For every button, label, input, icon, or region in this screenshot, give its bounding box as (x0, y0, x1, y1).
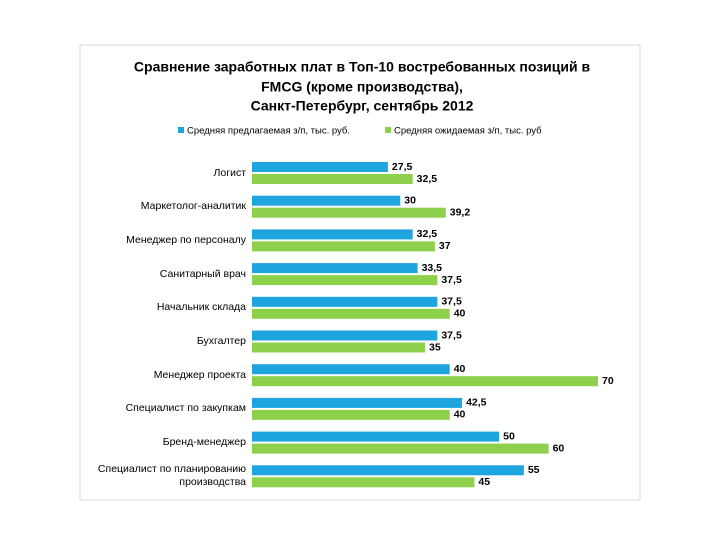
bar (252, 275, 438, 286)
category-label-box: Менеджер проекта (153, 368, 246, 381)
value-label: 60 (553, 442, 565, 454)
category-label: Начальник склада (156, 301, 246, 314)
chart-title: Сравнение заработных плат в Топ-10 востр… (134, 59, 591, 75)
bar (252, 465, 524, 476)
value-label: 70 (602, 375, 614, 387)
legend-swatch (385, 127, 391, 133)
category-label-box: Санитарный врач (159, 267, 246, 280)
bar (252, 431, 500, 442)
chart-title: Санкт-Петербург, сентябрь 2012 (251, 98, 474, 114)
chart-title: FMCG (кроме производства), (261, 79, 463, 95)
value-label: 50 (503, 430, 515, 442)
category-label-box: Специалист по планированию производства (97, 463, 246, 489)
legend-swatch (178, 127, 184, 133)
value-label: 27,5 (392, 161, 413, 173)
bar (252, 443, 549, 454)
bar (252, 263, 418, 274)
bar (252, 397, 463, 408)
value-label: 37,5 (441, 274, 462, 286)
value-label: 37 (439, 240, 451, 252)
bar (252, 409, 450, 420)
bar (252, 174, 413, 184)
category-label-box: Логист (213, 166, 246, 179)
category-label: Логист (213, 166, 246, 179)
value-label: 45 (478, 476, 490, 488)
value-label: 42,5 (466, 397, 487, 409)
category-label-box: Бренд-менеджер (162, 436, 246, 449)
value-label: 32,5 (417, 228, 438, 240)
category-label-box: Начальник склада (156, 301, 246, 314)
bar (252, 229, 413, 240)
value-label: 30 (404, 194, 416, 206)
legend-label: Средняя ожидаемая з/п, тыс. руб (394, 126, 542, 137)
category-label: Санитарный врач (159, 267, 246, 280)
category-label-box: Менеджер по персоналу (126, 233, 246, 246)
category-label-box: Специалист по закупкам (125, 402, 246, 415)
bar (252, 162, 388, 172)
value-label: 40 (454, 409, 466, 421)
category-label-box: Маркетолог-аналитик (140, 200, 246, 213)
value-label: 37,5 (441, 329, 462, 341)
category-label: Менеджер проекта (153, 368, 246, 381)
value-label: 32,5 (417, 173, 438, 185)
legend-label: Средняя предлагаемая з/п, тыс. руб. (187, 126, 350, 137)
value-label: 40 (454, 308, 466, 320)
bar (252, 376, 598, 387)
bar (252, 241, 435, 252)
category-label: Специалист по планированию производства (97, 463, 246, 489)
bar (252, 364, 450, 375)
value-label: 55 (528, 464, 540, 476)
category-label-box: Бухгалтер (196, 335, 246, 347)
bar (252, 207, 446, 218)
value-label: 35 (429, 341, 441, 353)
value-label: 33,5 (422, 262, 443, 274)
bar (252, 308, 450, 319)
category-label: Специалист по закупкам (125, 402, 246, 415)
category-label: Бренд-менеджер (162, 436, 246, 449)
value-label: 37,5 (441, 296, 462, 308)
category-label: Маркетолог-аналитик (140, 200, 246, 213)
category-label: Бухгалтер (196, 335, 246, 347)
bar (252, 477, 475, 488)
value-label: 40 (454, 363, 466, 375)
bar (252, 330, 438, 341)
value-label: 39,2 (450, 206, 471, 218)
bar (252, 342, 425, 353)
bar (252, 195, 401, 206)
bar (252, 296, 438, 307)
category-label: Менеджер по персоналу (126, 233, 246, 246)
